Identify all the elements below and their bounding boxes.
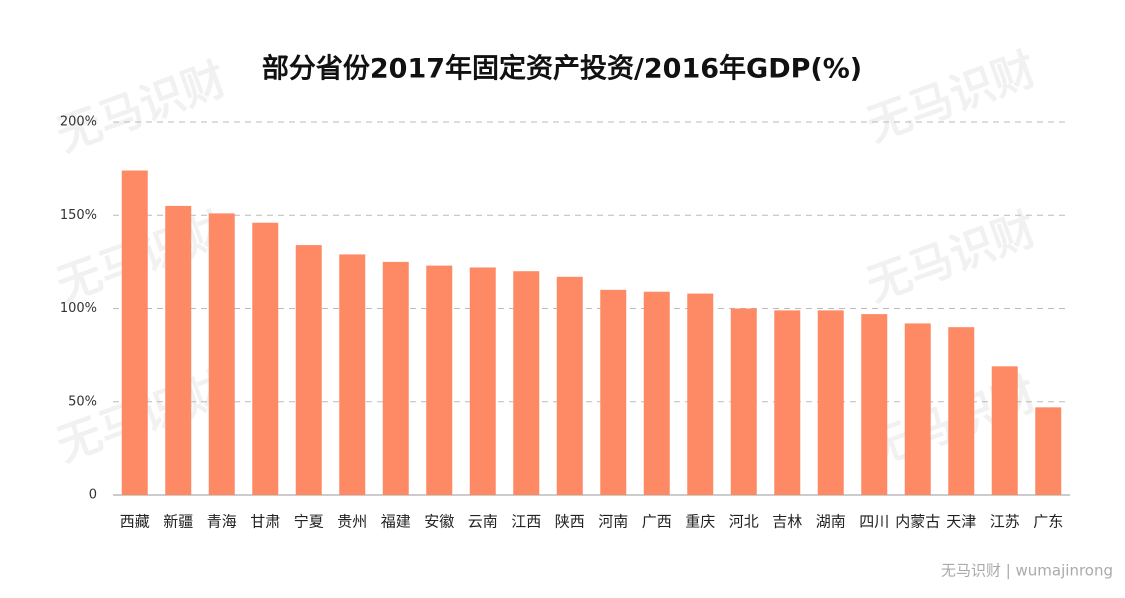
x-tick-label: 重庆	[685, 513, 715, 531]
x-tick-label: 青海	[207, 513, 237, 531]
bar	[904, 323, 931, 495]
x-tick-label: 湖南	[816, 513, 846, 531]
bar	[600, 289, 627, 495]
x-tick-label: 江苏	[990, 513, 1020, 531]
bar	[252, 222, 279, 495]
x-tick-label: 广东	[1033, 513, 1063, 531]
x-tick-label: 新疆	[163, 513, 193, 531]
x-tick-label: 河北	[729, 513, 759, 531]
bar	[774, 310, 801, 495]
bar	[382, 261, 409, 495]
bar	[730, 308, 757, 495]
watermark: 无马识财	[50, 53, 233, 161]
x-tick-label: 福建	[381, 513, 411, 531]
bar	[991, 366, 1018, 495]
footer: 无马识财 | wumajinrong	[941, 562, 1113, 580]
x-tick-label: 广西	[642, 513, 672, 531]
y-tick-label: 50%	[68, 394, 97, 409]
bar	[469, 267, 496, 495]
x-tick-label: 宁夏	[294, 513, 324, 531]
x-tick-label: 安徽	[424, 513, 454, 531]
bar	[1035, 407, 1062, 495]
x-tick-label: 贵州	[337, 513, 367, 531]
watermark: 无马识财	[860, 43, 1043, 151]
watermark: 无马识财	[860, 203, 1043, 311]
bar	[165, 205, 192, 496]
bar	[513, 271, 540, 495]
x-tick-label: 河南	[598, 513, 628, 531]
x-tick-label: 四川	[859, 513, 889, 531]
bar	[556, 276, 583, 495]
bar	[687, 293, 714, 495]
bar	[295, 245, 322, 495]
bar	[948, 327, 975, 495]
chart-title: 部分省份2017年固定资产投资/2016年GDP(%)	[262, 53, 862, 85]
bar	[817, 310, 844, 495]
y-tick-label: 0	[89, 488, 97, 503]
bar	[208, 213, 235, 495]
x-tick-label: 陕西	[555, 513, 585, 531]
x-tick-label: 吉林	[772, 513, 802, 531]
x-tick-label: 云南	[468, 513, 498, 531]
bar	[426, 265, 453, 495]
y-tick-label: 100%	[60, 301, 97, 316]
bar	[643, 291, 670, 495]
x-tick-label: 甘肃	[250, 513, 280, 531]
x-tick-label: 内蒙古	[895, 513, 940, 531]
x-tick-label: 西藏	[120, 513, 150, 531]
bar	[861, 314, 888, 495]
bar	[121, 170, 148, 496]
y-tick-label: 150%	[60, 208, 97, 223]
x-tick-label: 江西	[511, 513, 541, 531]
x-tick-label: 天津	[946, 513, 976, 531]
bar	[339, 254, 366, 495]
y-tick-label: 200%	[60, 115, 97, 130]
